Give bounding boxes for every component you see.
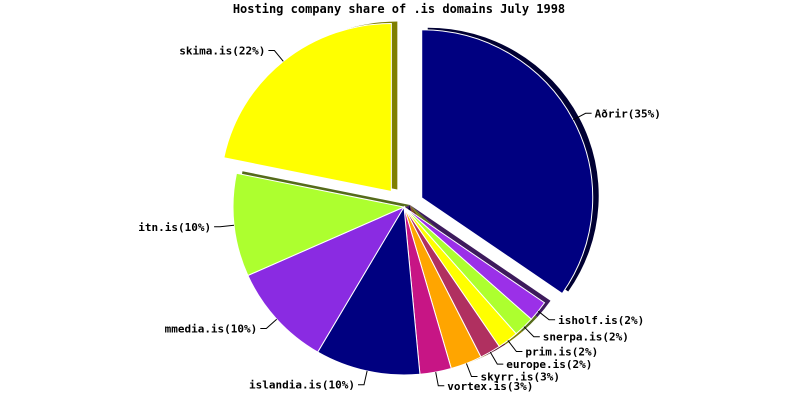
slice-label-isholf-is-2: isholf.is(2%) xyxy=(558,314,644,327)
leader-line-itn-is-10 xyxy=(214,224,235,228)
leader-line-snerpa-is-2 xyxy=(523,326,540,338)
pie-slice-a-rir-35 xyxy=(421,29,594,295)
pie-slice-mmedia-is-10 xyxy=(247,205,406,353)
leader-line-islandia-is-10 xyxy=(358,370,368,386)
slice-labels: Aðrir(35%) isholf.is(2%) snerpa.is(2%) prim… xyxy=(138,45,661,393)
slice-label-mmedia-is-10: mmedia.is(10%) xyxy=(165,323,258,336)
leader-line-prim-is-2 xyxy=(507,340,523,352)
slice-label-itn-is-10: itn.is(10%) xyxy=(138,221,211,234)
label-leaders xyxy=(214,50,592,387)
leader-line-isholf-is-2 xyxy=(537,310,556,321)
leader-line-a-rir-35 xyxy=(572,112,592,121)
pie-slices xyxy=(223,22,594,376)
leader-line-europe-is-2 xyxy=(489,351,504,365)
slice-label-vortex-is-3: vortex.is(3%) xyxy=(447,380,533,393)
slice-label-snerpa-is-2: snerpa.is(2%) xyxy=(543,331,629,344)
chart-title: Hosting company share of .is domains Jul… xyxy=(233,2,565,16)
slice-label-a-rir-35: Aðrir(35%) xyxy=(595,107,661,120)
slice-label-skima-is-22: skima.is(22%) xyxy=(179,45,265,58)
slice-label-islandia-is-10: islandia.is(10%) xyxy=(249,379,355,392)
slice-label-prim-is-2: prim.is(2%) xyxy=(525,346,598,359)
leader-line-skima-is-22 xyxy=(268,50,284,62)
slice-label-europe-is-2: europe.is(2%) xyxy=(506,358,592,371)
pie-slice-itn-is-10 xyxy=(232,172,406,277)
slice-label-skyrr-is-3: skyrr.is(3%) xyxy=(481,371,560,384)
leader-line-skyrr-is-3 xyxy=(465,363,478,377)
leader-line-mmedia-is-10 xyxy=(260,318,278,329)
leader-line-vortex-is-3 xyxy=(435,372,445,387)
